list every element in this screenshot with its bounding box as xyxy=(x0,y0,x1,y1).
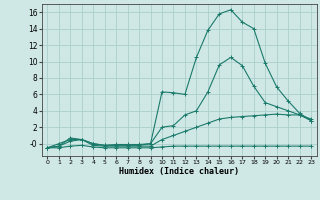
X-axis label: Humidex (Indice chaleur): Humidex (Indice chaleur) xyxy=(119,167,239,176)
